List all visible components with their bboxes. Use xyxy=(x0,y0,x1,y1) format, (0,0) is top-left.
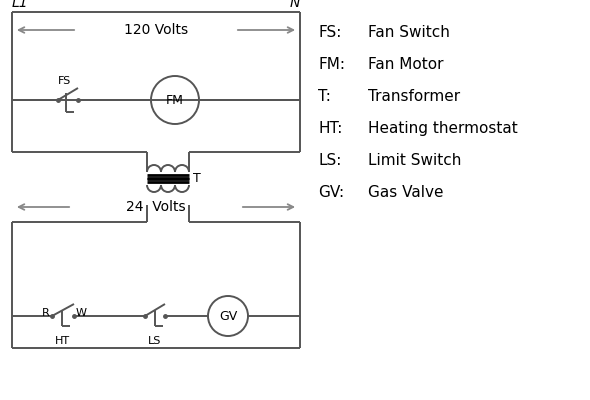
Text: 120 Volts: 120 Volts xyxy=(124,23,188,37)
Text: Fan Motor: Fan Motor xyxy=(368,57,444,72)
Text: LS: LS xyxy=(148,336,162,346)
Text: HT:: HT: xyxy=(318,121,342,136)
Text: Transformer: Transformer xyxy=(368,89,460,104)
Text: FS:: FS: xyxy=(318,25,342,40)
Text: N: N xyxy=(290,0,300,10)
Text: FM: FM xyxy=(166,94,184,106)
Text: HT: HT xyxy=(54,336,70,346)
Text: GV:: GV: xyxy=(318,185,344,200)
Text: GV: GV xyxy=(219,310,237,322)
Text: Fan Switch: Fan Switch xyxy=(368,25,450,40)
Text: FS: FS xyxy=(58,76,71,86)
Text: L1: L1 xyxy=(12,0,29,10)
Text: FM:: FM: xyxy=(318,57,345,72)
Text: 24  Volts: 24 Volts xyxy=(126,200,186,214)
Text: W: W xyxy=(76,308,87,318)
Text: Heating thermostat: Heating thermostat xyxy=(368,121,518,136)
Text: T:: T: xyxy=(318,89,331,104)
Text: LS:: LS: xyxy=(318,153,342,168)
Text: R: R xyxy=(42,308,50,318)
Text: Gas Valve: Gas Valve xyxy=(368,185,444,200)
Text: Limit Switch: Limit Switch xyxy=(368,153,461,168)
Text: T: T xyxy=(193,172,201,185)
